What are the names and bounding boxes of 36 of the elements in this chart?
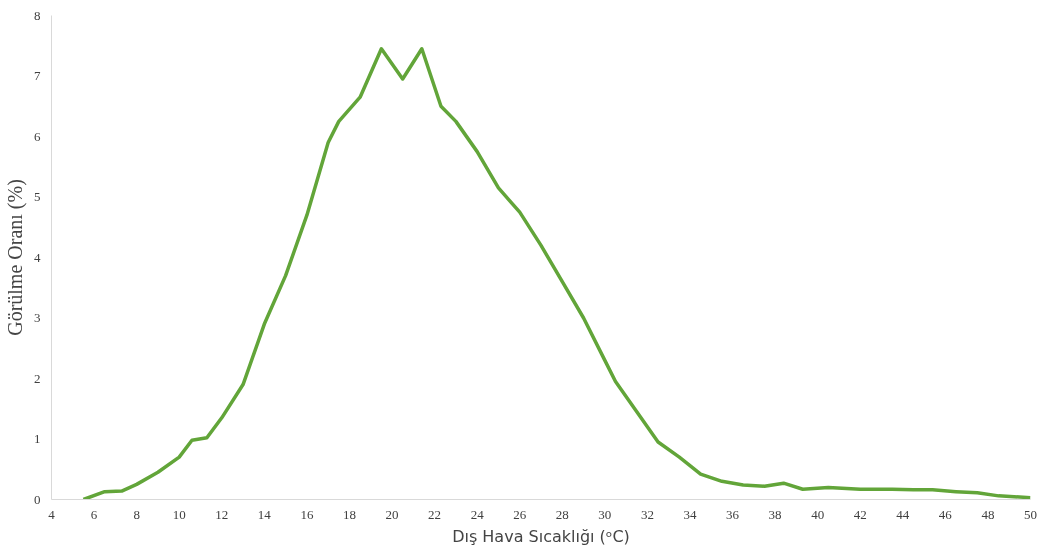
x-tick-label: 48 — [981, 506, 995, 522]
y-axis-title: Görülme Oranı (%) — [4, 179, 27, 336]
x-tick-label: 40 — [811, 506, 825, 522]
x-tick-label: 38 — [768, 506, 782, 522]
x-tick-label: 4 — [48, 506, 56, 522]
y-tick-label: 7 — [34, 68, 41, 83]
x-tick-label: 14 — [257, 506, 272, 522]
y-tick-label: 5 — [34, 189, 41, 204]
x-tick-label: 24 — [470, 506, 485, 522]
y-tick-label: 8 — [34, 7, 41, 23]
y-tick-label: 4 — [34, 249, 41, 265]
x-tick-label: 10 — [172, 506, 186, 522]
x-tick-label: 46 — [938, 506, 953, 522]
x-tick-label: 20 — [385, 506, 399, 522]
x-tick-label: 50 — [1024, 506, 1037, 522]
y-tick-label: 2 — [34, 370, 41, 386]
x-tick-label: 26 — [513, 506, 527, 522]
x-axis-title: Dış Hava Sıcaklığı (ᵒC) — [452, 526, 630, 546]
x-tick-label: 44 — [896, 506, 910, 522]
x-tick-label: 34 — [683, 506, 697, 522]
x-tick-label: 32 — [640, 506, 654, 522]
x-tick-label: 28 — [555, 506, 569, 522]
x-tick-label: 6 — [90, 506, 98, 522]
y-tick-label: 1 — [34, 431, 41, 446]
x-tick-label: 16 — [300, 506, 314, 522]
x-tick-label: 18 — [342, 506, 356, 522]
line-series — [81, 47, 1031, 500]
x-tick-label: 22 — [428, 506, 442, 522]
x-tick-label: 8 — [133, 506, 140, 522]
y-tick-label: 3 — [34, 310, 41, 325]
x-tick-label: 12 — [215, 506, 229, 522]
y-tick-label: 6 — [34, 128, 41, 144]
y-tick-label: 0 — [34, 491, 41, 507]
x-tick-label: 30 — [598, 506, 612, 522]
x-tick-label: 42 — [853, 506, 867, 522]
x-tick-label: 36 — [726, 506, 740, 522]
